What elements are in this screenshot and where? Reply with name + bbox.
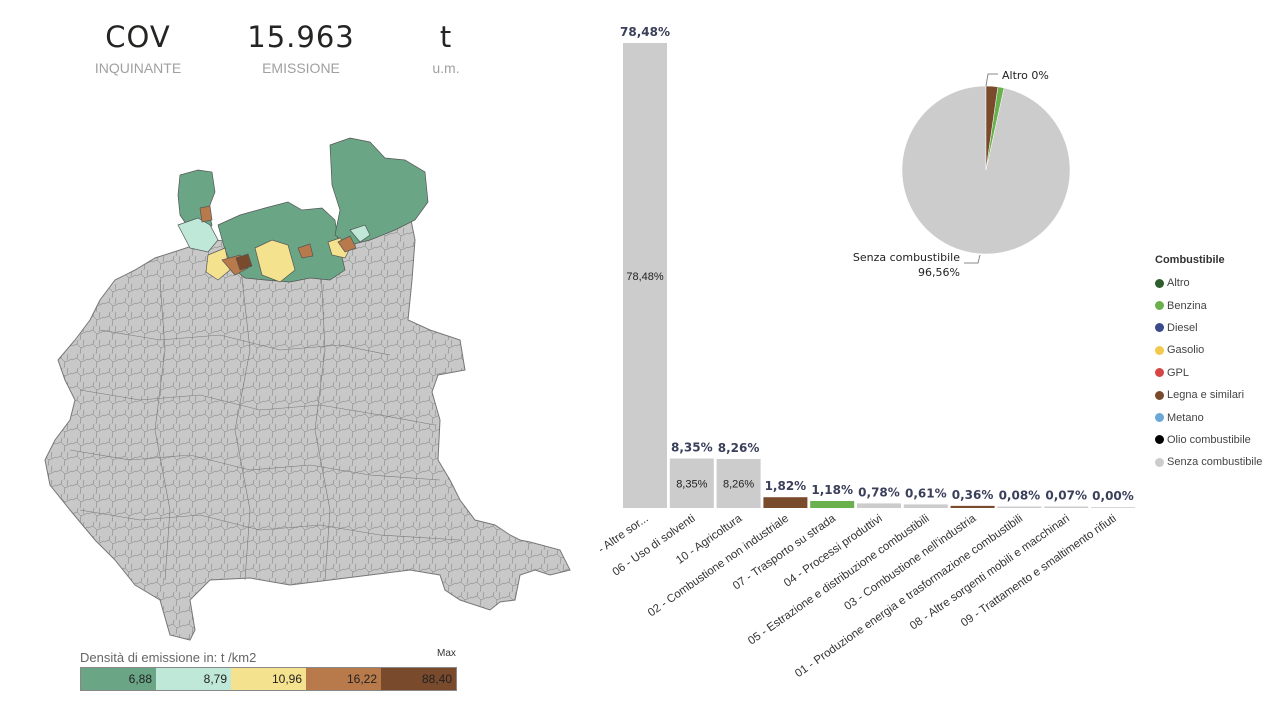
- legend-stop: 16,22: [306, 668, 381, 690]
- kpi-pollutant: COV INQUINANTE: [88, 20, 188, 76]
- fuel-legend-label: Benzina: [1167, 299, 1207, 312]
- kpi-unit: t u.m.: [406, 20, 486, 76]
- high-density-municipalities[interactable]: [177, 137, 429, 283]
- bar[interactable]: [950, 505, 995, 508]
- fuel-legend-item[interactable]: Benzina: [1155, 294, 1262, 316]
- pie-label-none-value: 96,56%: [918, 266, 960, 279]
- kpi-label: INQUINANTE: [94, 60, 182, 76]
- bar-inner-label: 8,35%: [676, 478, 707, 490]
- fuel-legend-label: Senza combustibile: [1167, 456, 1263, 469]
- legend-stop: 88,40: [381, 668, 456, 690]
- bar[interactable]: [903, 504, 948, 508]
- kpi-label: EMISSIONE: [262, 60, 340, 76]
- fuel-legend: Combustibile Altro Benzina Diesel Gasolio GP…: [1155, 254, 1262, 474]
- legend-dot-icon: [1155, 457, 1164, 467]
- category-label: 06 - Uso di solventi: [611, 513, 698, 579]
- fuel-legend-item[interactable]: Olio combustibile: [1155, 429, 1262, 451]
- region-outline[interactable]: [44, 214, 571, 641]
- bar-value-label: 1,82%: [765, 479, 807, 493]
- kpi-value: 15.963: [247, 20, 355, 54]
- fuel-legend-label: Legna e similari: [1167, 389, 1245, 402]
- map-legend-max: Max: [437, 648, 456, 659]
- fuel-legend-item[interactable]: Metano: [1155, 406, 1262, 428]
- bar-value-label: 0,36%: [952, 488, 994, 502]
- legend-dot-icon: [1155, 390, 1164, 400]
- map-legend-scale: 6,88 8,79 10,96 16,22 88,40: [80, 667, 457, 691]
- bar-value-label: 1,18%: [811, 483, 853, 497]
- fuel-legend-item[interactable]: Altro: [1155, 272, 1262, 294]
- fuel-legend-title: Combustibile: [1155, 254, 1225, 266]
- bar-value-label: 78,48%: [620, 25, 670, 39]
- fuel-legend-label: Gasolio: [1167, 344, 1205, 357]
- map-legend-title: Densità di emissione in: t /km2: [80, 650, 257, 665]
- fuel-legend-item[interactable]: Senza combustibile: [1155, 451, 1262, 473]
- bar-value-label: 0,00%: [1092, 489, 1134, 503]
- bar-value-label: 0,07%: [1045, 489, 1087, 503]
- pie-label-other: Altro 0%: [1002, 69, 1049, 82]
- bar-inner-label: 78,48%: [626, 271, 664, 283]
- legend-stop: 10,96: [231, 668, 306, 690]
- fuel-legend-item[interactable]: Diesel: [1155, 317, 1262, 339]
- kpi-value: t: [439, 20, 453, 54]
- legend-dot-icon: [1155, 435, 1164, 445]
- kpi-label: u.m.: [432, 60, 460, 76]
- bar[interactable]: [716, 459, 761, 508]
- legend-dot-icon: [1155, 278, 1164, 288]
- kpi-emission: 15.963 EMISSIONE: [236, 20, 366, 76]
- bar[interactable]: [997, 506, 1042, 509]
- region-subdivisions: [69, 249, 461, 581]
- kpi-value: COV: [105, 20, 171, 54]
- bar-value-label: 8,35%: [671, 441, 713, 455]
- sector-bar-chart[interactable]: 78,48%78,48%11 - Altre sor...8,35%8,35%0…: [600, 15, 1160, 715]
- label-leader-line: [964, 254, 981, 264]
- bar[interactable]: [1091, 507, 1135, 508]
- bar[interactable]: [1044, 506, 1089, 509]
- label-leader-line: [985, 73, 998, 87]
- bar-value-label: 0,78%: [858, 485, 900, 499]
- legend-dot-icon: [1155, 413, 1164, 423]
- legend-dot-icon: [1155, 323, 1164, 333]
- legend-dot-icon: [1155, 368, 1164, 378]
- fuel-legend-item[interactable]: Gasolio: [1155, 339, 1262, 361]
- fuel-legend-label: Metano: [1167, 411, 1204, 424]
- bar-value-label: 8,26%: [718, 441, 760, 455]
- bar-value-label: 0,61%: [905, 486, 947, 500]
- bar[interactable]: [669, 458, 714, 508]
- fuel-legend-label: Olio combustibile: [1167, 433, 1251, 446]
- fuel-legend-item[interactable]: GPL: [1155, 362, 1262, 384]
- bar-value-label: 0,08%: [999, 489, 1041, 503]
- legend-dot-icon: [1155, 345, 1164, 355]
- fuel-legend-label: Diesel: [1167, 321, 1198, 334]
- bar[interactable]: [857, 503, 901, 508]
- fuel-legend-item[interactable]: Legna e similari: [1155, 384, 1262, 406]
- fuel-pie-chart[interactable]: Altro 0% Senza combustibile 96,56%: [840, 60, 1140, 290]
- bar-inner-label: 8,26%: [723, 479, 754, 491]
- fuel-legend-label: Altro: [1167, 277, 1190, 290]
- legend-stop: 6,88: [81, 668, 156, 690]
- emission-density-map[interactable]: [40, 130, 580, 645]
- bar[interactable]: [623, 43, 667, 508]
- legend-stop: 8,79: [156, 668, 231, 690]
- fuel-legend-label: GPL: [1167, 366, 1190, 379]
- bar[interactable]: [763, 497, 808, 508]
- pie-label-none: Senza combustibile: [853, 251, 960, 264]
- legend-dot-icon: [1155, 301, 1164, 311]
- bar[interactable]: [810, 501, 855, 508]
